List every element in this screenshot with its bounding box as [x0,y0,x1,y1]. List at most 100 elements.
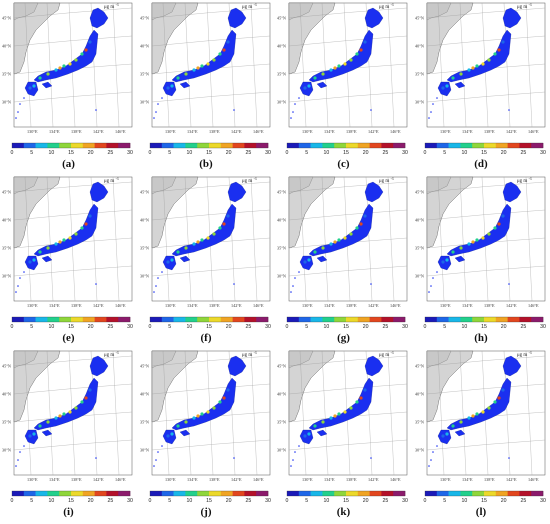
longitude-label: 142°E [231,129,242,134]
longitude-label: 134°E [462,303,473,308]
colorbar-segment [530,143,543,148]
longitude-label: 138°E [209,477,220,482]
longitude-label: 134°E [187,477,198,482]
colorbar-segment [346,317,359,322]
colorbar-segment [298,491,311,496]
colorbar-segment [232,491,245,496]
colorbar-segment [436,317,449,322]
colorbar-segment [23,317,36,322]
colorbar-segment [518,143,531,148]
unit-label: μg m -3 [242,351,257,358]
colorbar-segment [118,491,131,496]
colorbar: 0 5 10 15 20 25 30 [148,490,270,504]
longitude-label: 146°E [390,303,401,308]
colorbar-tick-label: 15 [481,324,487,330]
panel-label: (h) [474,332,488,344]
longitude-label: 142°E [231,477,242,482]
colorbar-tick-label: 30 [127,498,133,504]
colorbar: 0 5 10 15 20 25 30 [423,490,545,504]
colorbar-segment [310,317,323,322]
map-panel: 45°N 40°N 35°N 30°N 130°E 134°E 138°E 142°E 146°… [413,0,550,174]
colorbar-tick-label: 5 [443,498,446,504]
colorbar-segment [35,143,48,148]
colorbar-segment [459,143,472,148]
colorbar-segment [82,491,95,496]
map-area [288,176,408,302]
colorbar-tick-label: 10 [323,324,329,330]
map-panel: 45°N 40°N 35°N 30°N 130°E 134°E 138°E 142°E 146°… [275,174,412,348]
colorbar-tick-label: 20 [363,150,369,156]
japan-landmass [24,355,109,445]
map-panel: 45°N 40°N 35°N 30°N 130°E 134°E 138°E 142°E 146°… [138,0,275,174]
japan-landmass [162,181,246,271]
map-panel: 45°N 40°N 35°N 30°N 130°E 134°E 138°E 142°E 146°… [0,348,137,522]
longitude-label: 138°E [484,303,495,308]
latitude-label: 45°N [2,190,11,195]
colorbar-tick-label: 15 [68,324,74,330]
colorbar-segment [298,317,311,322]
colorbar-segment [518,491,531,496]
longitude-label: 146°E [390,477,401,482]
map-panel: 45°N 40°N 35°N 30°N 130°E 134°E 138°E 142°E 146°… [275,0,412,174]
longitude-label: 138°E [71,129,82,134]
colorbar-segment [334,317,347,322]
map-panel: 45°N 40°N 35°N 30°N 130°E 134°E 138°E 142°E 146°… [138,174,275,348]
pm25-map: 45°N 40°N 35°N 30°N 130°E 134°E 138°E 142°E 146°… [277,350,408,504]
longitude-label: 130°E [302,129,313,134]
colorbar-tick-label: 0 [148,498,151,504]
asian-mainland [288,176,336,249]
colorbar-tick-label: 30 [127,150,133,156]
colorbar-tick-label: 15 [481,498,487,504]
latitude-label: 45°N [2,16,11,21]
longitude-label: 142°E [368,303,379,308]
longitude-label: 134°E [187,129,198,134]
colorbar-segment [459,491,472,496]
asian-mainland [288,350,336,423]
colorbar-segment [232,317,245,322]
pm25-map: 45°N 40°N 35°N 30°N 130°E 134°E 138°E 142°E 146°… [2,2,133,156]
japan-landmass [299,355,384,445]
latitude-label: 45°N [140,16,149,21]
longitude-label: 142°E [368,477,379,482]
colorbar-tick-label: 0 [423,150,426,156]
colorbar-tick-label: 15 [206,324,212,330]
longitude-label: 146°E [115,129,126,134]
asian-mainland [426,350,473,423]
colorbar-segment [483,317,496,322]
longitude-label: 138°E [484,477,495,482]
longitude-label: 142°E [231,303,242,308]
colorbar: 0 5 10 15 20 25 30 [286,490,408,504]
colorbar-tick-label: 20 [88,324,94,330]
colorbar-tick-label: 20 [500,498,506,504]
colorbar-tick-label: 0 [423,498,426,504]
panel-label: (b) [199,158,213,170]
colorbar-segment [310,491,323,496]
longitude-label: 134°E [462,477,473,482]
colorbar-segment [149,317,162,322]
colorbar-segment [530,317,543,322]
colorbar-tick-label: 0 [286,324,289,330]
colorbar-tick-label: 25 [382,150,388,156]
colorbar-segment [23,491,36,496]
longitude-label: 142°E [93,477,104,482]
colorbar-tick-label: 30 [402,150,408,156]
colorbar-segment [94,143,107,148]
colorbar-tick-label: 20 [500,324,506,330]
asian-mainland [151,2,198,75]
colorbar-segment [184,491,197,496]
colorbar-tick-label: 30 [402,498,408,504]
longitude-label: 138°E [484,129,495,134]
colorbar-tick-label: 15 [343,324,349,330]
colorbar-segment [436,491,449,496]
longitude-label: 134°E [49,303,60,308]
longitude-label: 130°E [165,477,176,482]
colorbar-segment [507,143,520,148]
latitude-label: 30°N [277,274,286,279]
longitude-label: 146°E [115,303,126,308]
latitude-label: 35°N [140,72,149,77]
colorbar-tick-label: 25 [107,150,113,156]
longitude-label: 134°E [324,303,335,308]
colorbar-segment [448,143,461,148]
colorbar-segment [161,317,174,322]
graticule [13,176,133,302]
